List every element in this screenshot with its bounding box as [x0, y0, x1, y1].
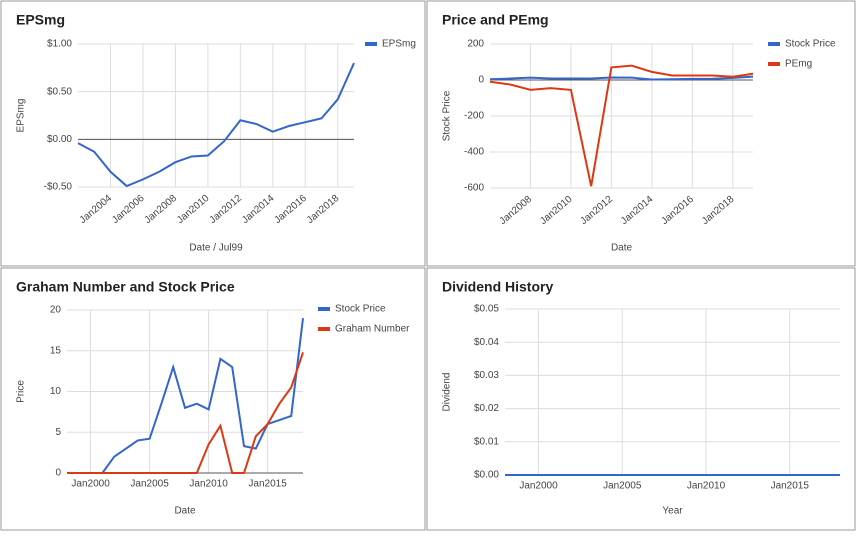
panel: [0, 0, 426, 267]
y-axis-title: Stock Price: [442, 90, 453, 141]
y-tick-label: $0.00: [474, 470, 499, 481]
legend-label: Graham Number: [335, 324, 410, 335]
x-tick-label: Jan2015: [248, 479, 287, 490]
panel: [426, 0, 856, 267]
chart-title: Graham Number and Stock Price: [16, 279, 235, 295]
x-tick-label: Jan2010: [189, 479, 228, 490]
legend-label: Stock Price: [785, 39, 836, 50]
legend-swatch: [768, 62, 780, 66]
y-tick-label: $0.02: [474, 403, 499, 414]
y-tick-label: -400: [464, 147, 484, 158]
panel: [426, 267, 856, 531]
legend-label: PEmg: [785, 59, 812, 70]
y-tick-label: $0.05: [474, 304, 499, 315]
legend-swatch: [318, 327, 330, 331]
y-tick-label: -$0.50: [44, 182, 73, 193]
y-axis-title: Dividend: [442, 373, 453, 412]
series-line: [67, 318, 304, 474]
series-line: [77, 62, 355, 188]
y-tick-label: $0.04: [474, 337, 499, 348]
series-line: [489, 75, 754, 81]
y-axis-title: Price: [16, 380, 27, 403]
y-tick-label: $1.00: [47, 39, 72, 50]
legend-label: EPSmg: [382, 39, 416, 50]
x-tick-label: Jan2010: [687, 481, 726, 492]
legend-swatch: [768, 42, 780, 46]
y-tick-label: 0: [478, 75, 484, 86]
x-tick-label: Jan2005: [603, 481, 642, 492]
y-tick-label: -600: [464, 183, 484, 194]
legend-swatch: [318, 307, 330, 311]
y-tick-label: 20: [50, 305, 62, 316]
x-axis-title: Date / Jul99: [189, 243, 243, 254]
chart-title: EPSmg: [16, 12, 65, 28]
y-tick-label: $0.01: [474, 436, 499, 447]
y-tick-label: $0.50: [47, 86, 72, 97]
y-tick-label: 0: [55, 468, 61, 479]
y-tick-label: 10: [50, 386, 62, 397]
y-tick-label: -200: [464, 111, 484, 122]
x-axis-title: Year: [662, 506, 683, 517]
y-axis-title: EPSmg: [16, 99, 27, 133]
x-tick-label: Jan2000: [519, 481, 558, 492]
y-tick-label: 200: [467, 39, 484, 50]
chart-title: Price and PEmg: [442, 12, 549, 28]
x-tick-label: Jan2005: [130, 479, 169, 490]
y-tick-label: $0.00: [47, 134, 72, 145]
x-tick-label: Jan2015: [771, 481, 810, 492]
y-tick-label: 15: [50, 345, 62, 356]
y-tick-label: 5: [55, 427, 61, 438]
series-line: [489, 64, 754, 187]
chart-title: Dividend History: [442, 279, 553, 295]
legend-swatch: [365, 42, 377, 46]
legend-label: Stock Price: [335, 304, 386, 315]
panel: [0, 267, 426, 531]
y-tick-label: $0.03: [474, 370, 499, 381]
x-axis-title: Date: [174, 506, 196, 517]
x-tick-label: Jan2000: [71, 479, 110, 490]
x-axis-title: Date: [611, 243, 633, 254]
series-line: [67, 352, 304, 474]
